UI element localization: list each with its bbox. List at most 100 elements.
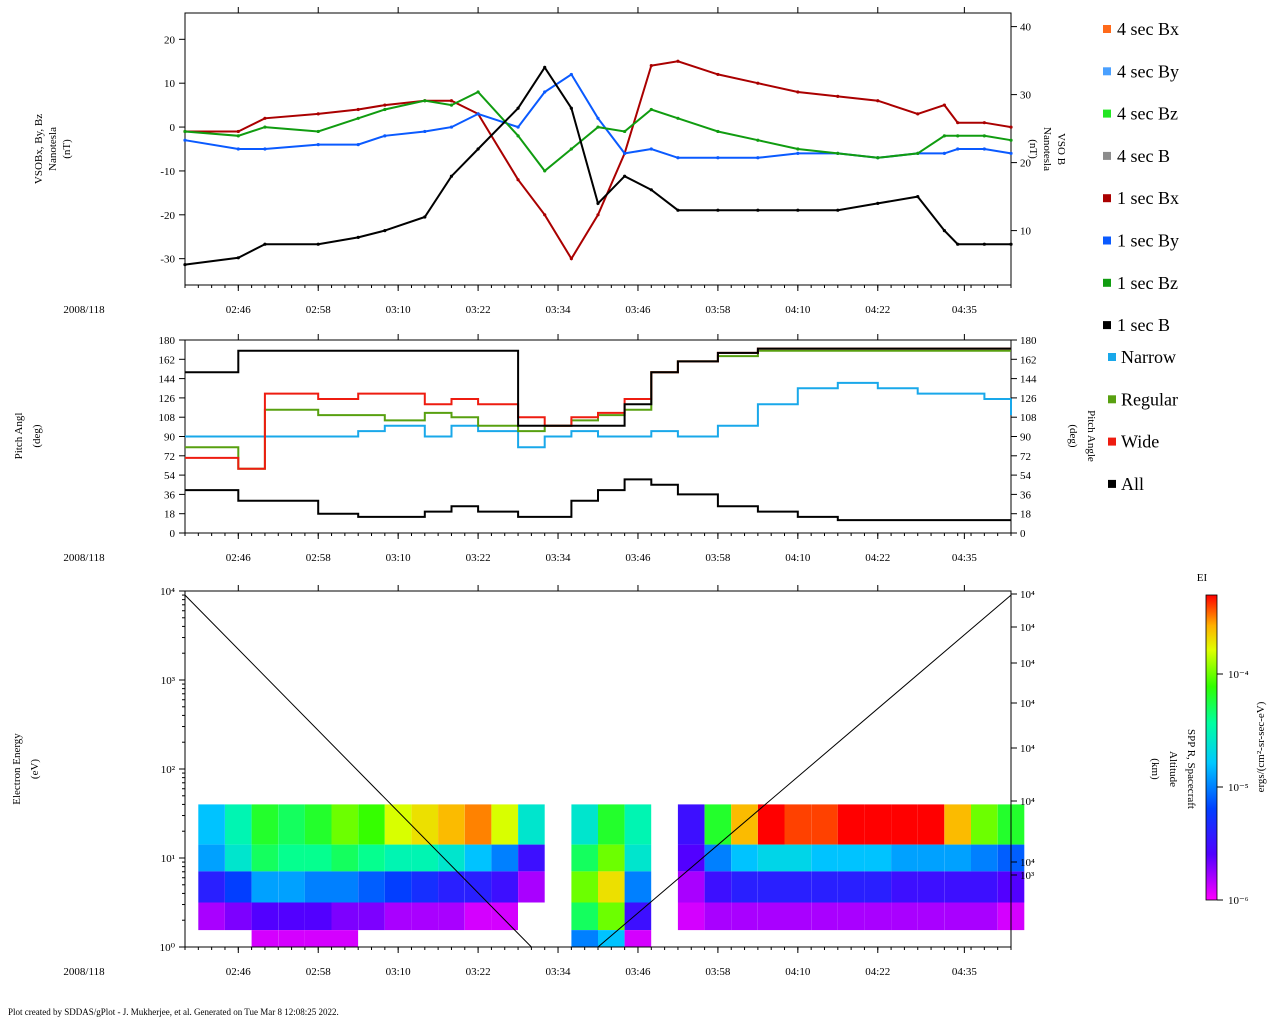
spectrogram-cell bbox=[358, 902, 385, 931]
pitch-ylabel-2: (deg) bbox=[31, 424, 43, 448]
spectrogram-cell bbox=[304, 804, 332, 845]
spectrogram-cell bbox=[225, 804, 252, 845]
spectrogram-cell bbox=[278, 930, 305, 947]
data-point bbox=[543, 90, 547, 94]
time-tick-label: 02:46 bbox=[226, 966, 252, 978]
spectrogram-cell bbox=[251, 804, 279, 845]
y-tick-label: 180 bbox=[159, 335, 176, 347]
data-point bbox=[316, 143, 320, 147]
series-step-wide bbox=[185, 347, 1011, 470]
legend-swatch bbox=[1103, 25, 1111, 33]
spectrogram-cell bbox=[198, 844, 225, 872]
spectrogram-cell bbox=[518, 844, 545, 872]
time-tick-label: 03:10 bbox=[386, 552, 412, 564]
time-tick-label: 03:22 bbox=[466, 966, 491, 978]
colorbar-title: EI bbox=[1197, 572, 1208, 584]
data-point bbox=[916, 112, 920, 116]
y2-tick-label: 10⁴ bbox=[1020, 622, 1035, 634]
spectrogram-cell bbox=[304, 844, 332, 872]
spectrogram-cell bbox=[704, 871, 732, 903]
data-point bbox=[596, 125, 600, 129]
spectrogram-cell bbox=[491, 871, 518, 903]
y-tick-label: 10¹ bbox=[161, 853, 175, 865]
y-tick-label: -20 bbox=[160, 210, 175, 222]
y-tick-label: 10⁴ bbox=[160, 586, 175, 598]
legend-swatch bbox=[1108, 437, 1116, 446]
spectrogram-cell bbox=[757, 844, 785, 872]
spectrogram-cell bbox=[438, 902, 465, 931]
spectrogram-cell bbox=[891, 804, 918, 845]
pitch-y2label-1: Pitch Angle bbox=[1085, 410, 1097, 462]
data-point bbox=[423, 129, 427, 134]
y-tick-label: 0 bbox=[170, 122, 176, 134]
data-point bbox=[756, 208, 760, 212]
spectrogram-cell bbox=[731, 804, 758, 845]
colorbar-label: ergs/(cm²-sr-sec-eV) bbox=[1255, 701, 1267, 792]
y2-tick-label: 126 bbox=[1020, 393, 1037, 405]
y2-tick-label: 90 bbox=[1020, 432, 1032, 444]
spectrogram-cell bbox=[864, 844, 892, 872]
time-tick-label: 03:46 bbox=[625, 552, 651, 564]
spectrogram-cell bbox=[571, 902, 598, 931]
spectrogram-cell bbox=[518, 804, 545, 845]
footer-credit: Plot created by SDDAS/gPlot - J. Mukherj… bbox=[8, 1007, 339, 1017]
data-point bbox=[569, 147, 573, 151]
data-point bbox=[316, 242, 320, 246]
y-tick-label: 90 bbox=[164, 432, 176, 444]
data-point bbox=[796, 147, 800, 151]
y-tick-label: 72 bbox=[164, 451, 175, 463]
legend-label: Regular bbox=[1121, 389, 1178, 409]
data-point bbox=[916, 151, 920, 155]
spectrogram-cell bbox=[837, 804, 865, 845]
legend-label: All bbox=[1121, 474, 1144, 494]
spectrogram-cell bbox=[518, 871, 545, 903]
legend-swatch bbox=[1103, 151, 1111, 160]
colorbar: EI 10⁻⁴ 10⁻⁵ 10⁻⁶ ergs/(cm²-sr-sec-eV) bbox=[1197, 572, 1267, 907]
legend-swatch bbox=[1103, 321, 1111, 330]
y2-tick-label: 54 bbox=[1020, 470, 1032, 482]
spectrogram-cell bbox=[598, 871, 625, 903]
data-point bbox=[449, 174, 454, 178]
data-point bbox=[1009, 151, 1013, 155]
data-point bbox=[916, 195, 920, 199]
spectrogram-cell bbox=[331, 902, 359, 931]
spectrogram-cell bbox=[598, 930, 625, 947]
data-point bbox=[982, 242, 986, 246]
spectrogram-cell bbox=[358, 844, 385, 872]
y2-tick-label: 144 bbox=[1020, 374, 1037, 386]
data-point bbox=[263, 242, 267, 246]
spectrogram-cell bbox=[464, 902, 492, 931]
energy-ylabel-1: Electron Energy bbox=[11, 733, 23, 805]
data-point bbox=[596, 201, 600, 205]
legend-label: 4 sec B bbox=[1117, 146, 1170, 166]
spectrogram-cell bbox=[464, 804, 492, 845]
spectrogram-cell bbox=[331, 844, 359, 872]
spectrogram-cell bbox=[917, 871, 945, 903]
spectrogram-cell bbox=[198, 871, 225, 903]
time-tick-label: 03:46 bbox=[625, 966, 651, 978]
series-step-regular bbox=[185, 349, 1011, 470]
time-tick-label: 02:46 bbox=[226, 304, 252, 316]
data-point bbox=[236, 129, 240, 134]
time-tick-label: 04:22 bbox=[865, 966, 890, 978]
spectrogram-cell bbox=[811, 902, 838, 931]
data-point bbox=[982, 147, 986, 151]
spectrogram-cell bbox=[331, 930, 359, 947]
spectrogram-cell bbox=[704, 844, 732, 872]
data-point bbox=[1009, 138, 1013, 142]
spectrogram-cell bbox=[251, 871, 279, 903]
spectrogram-cell bbox=[438, 844, 465, 872]
spectrogram-cell bbox=[757, 902, 785, 931]
data-point bbox=[649, 64, 653, 68]
data-point bbox=[449, 103, 454, 107]
y-tick-label: 18 bbox=[164, 509, 176, 521]
spectrogram-cell bbox=[944, 902, 971, 931]
spectrogram-cell bbox=[411, 871, 439, 903]
colorbar-tick-label: 10⁻⁴ bbox=[1228, 669, 1249, 681]
spectrogram-cell bbox=[278, 844, 305, 872]
legend-label: 1 sec Bx bbox=[1117, 188, 1179, 208]
time-tick-label: 03:22 bbox=[466, 552, 491, 564]
